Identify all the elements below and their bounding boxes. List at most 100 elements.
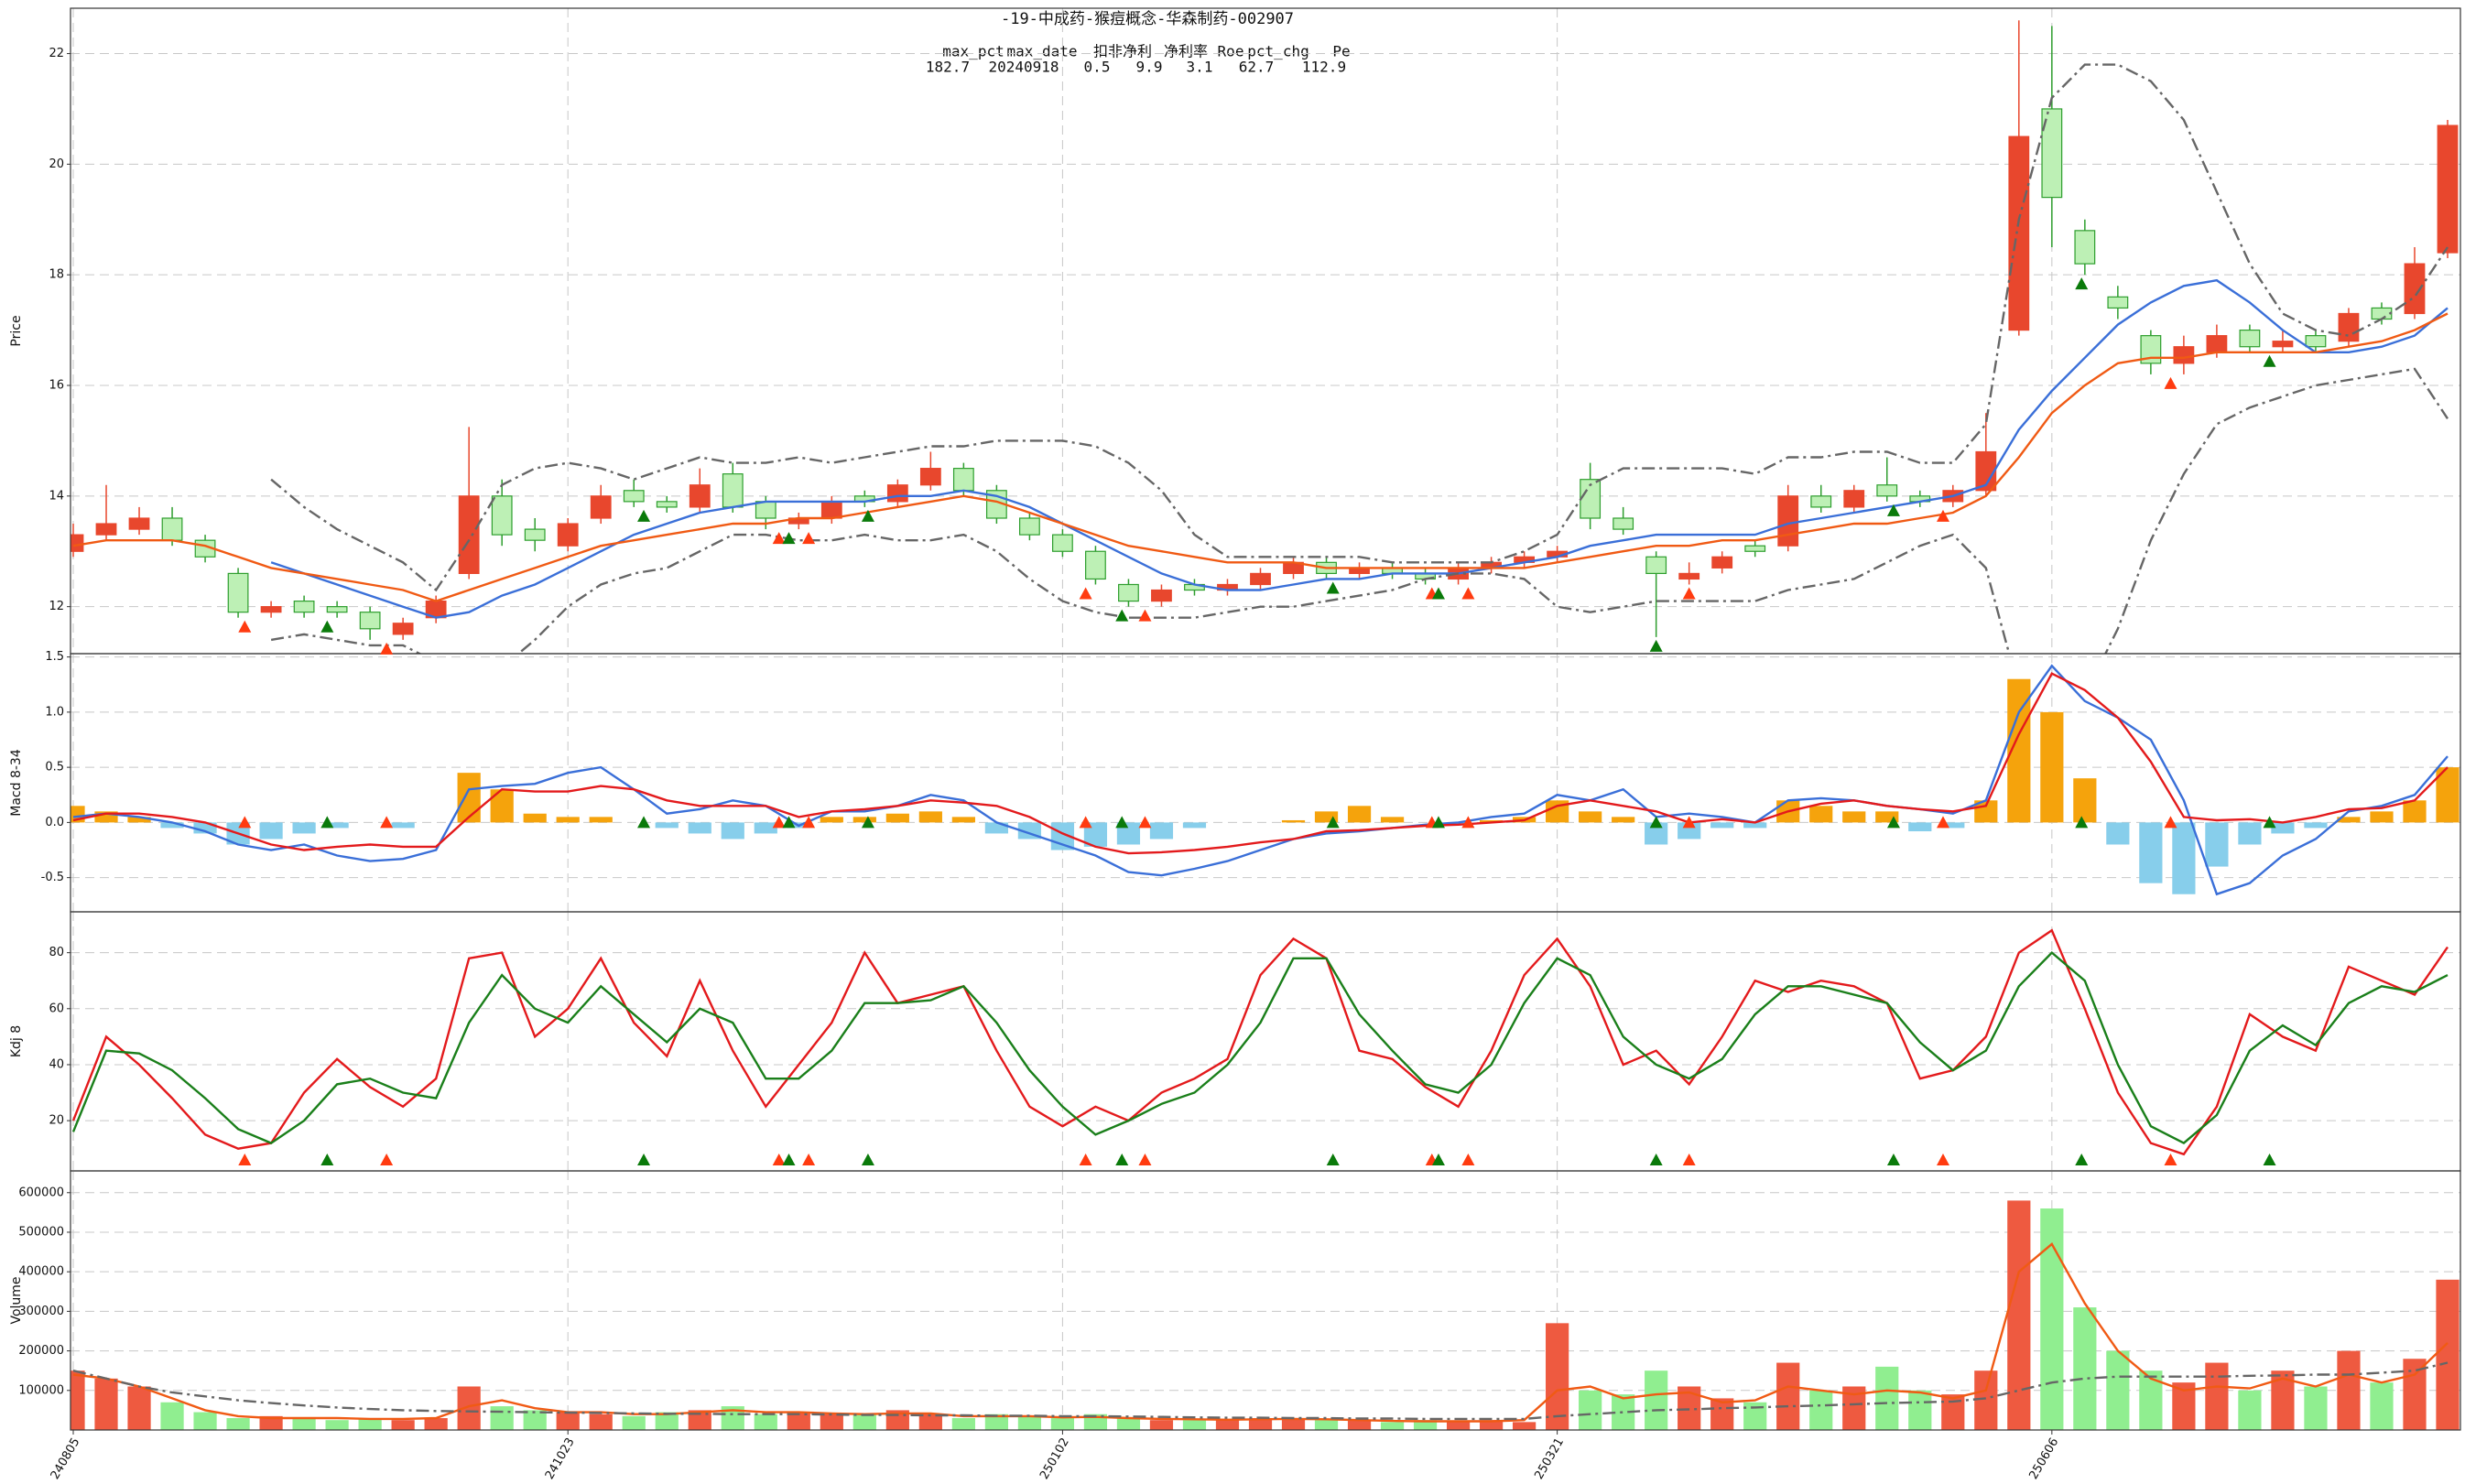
volume-bar (1149, 1420, 1174, 1430)
volume-bar (1875, 1366, 1899, 1430)
panel-frame (70, 653, 2461, 913)
macd-bar (1149, 822, 1174, 839)
macd-bar (1710, 822, 1734, 829)
panel-frame (70, 1170, 2461, 1431)
signal-marker (772, 532, 786, 545)
volume-bar (655, 1412, 679, 1430)
candle-body (2338, 312, 2360, 342)
signal-marker (2263, 1154, 2276, 1165)
x-tick-label: 250321 (1532, 1435, 1567, 1481)
candle-body (359, 612, 381, 630)
candle-body (2074, 230, 2096, 265)
volume-bar (2205, 1362, 2229, 1430)
volume-bar (1974, 1370, 1998, 1430)
macd-bar (589, 817, 613, 823)
macd-bar (325, 822, 349, 829)
signal-marker (802, 816, 816, 829)
candle-body (326, 606, 348, 613)
candle-body (392, 623, 414, 635)
candle-body (293, 601, 315, 613)
signal-marker (2164, 376, 2177, 389)
macd-bar (918, 811, 942, 823)
macd-bar (688, 822, 711, 834)
signal-marker (637, 1154, 651, 1165)
volume-bar (754, 1414, 777, 1430)
signal-marker (772, 816, 786, 829)
y-axis-label: Kdj 8 (9, 1025, 24, 1057)
header-value: 62.7 (1239, 59, 1275, 76)
volume-bar (127, 1386, 151, 1430)
candle-body (227, 572, 249, 613)
signal-marker (380, 1154, 394, 1165)
macd-bar (523, 813, 547, 823)
signal-marker (320, 620, 334, 633)
macd-bar (2205, 822, 2229, 867)
volume-bar (2238, 1390, 2262, 1430)
signal-marker (1649, 1154, 1663, 1165)
volume-bar (2040, 1208, 2064, 1430)
volume-bar (1479, 1420, 1504, 1430)
macd-bar (1678, 822, 1701, 839)
signal-marker (1682, 587, 1696, 600)
macd-bar (391, 822, 415, 829)
macd-bar (1743, 822, 1767, 829)
signal-marker (1115, 816, 1129, 829)
candle-body (590, 495, 612, 519)
panel-frame (70, 911, 2461, 1172)
candle-body (524, 528, 546, 541)
header-value: 0.5 (1084, 59, 1111, 76)
candle-body (1151, 589, 1172, 602)
series-line (72, 664, 2449, 896)
header-field: pct_chg (1247, 43, 1309, 60)
volume-bar (1050, 1418, 1075, 1430)
volume-bar (2304, 1386, 2328, 1430)
macd-bar (259, 822, 283, 839)
y-tick-label: 22 (49, 47, 64, 60)
y-tick-label: 400000 (18, 1265, 64, 1279)
signal-marker (320, 1154, 334, 1165)
candle-body (1052, 534, 1073, 552)
y-tick-label: 1.0 (45, 705, 64, 719)
x-tick-label: 240805 (49, 1435, 83, 1481)
series-line (72, 1361, 2449, 1421)
x-tick-label: 241023 (543, 1435, 578, 1481)
signal-marker (2263, 354, 2276, 367)
candle-body (1777, 495, 1799, 547)
signal-marker (782, 532, 796, 545)
candle-body (1744, 545, 1766, 552)
volume-bar (1809, 1390, 1833, 1430)
macd-bar (2139, 822, 2163, 883)
volume-bar (1546, 1323, 1569, 1430)
volume-bar (2073, 1307, 2097, 1430)
header-field: Pe (1332, 43, 1350, 60)
signal-marker (320, 816, 334, 829)
candle-body (128, 517, 150, 530)
macd-bar (1347, 806, 1372, 823)
header-field: max_date (1006, 43, 1077, 60)
macd-bar (885, 813, 909, 823)
candle-body (2206, 335, 2228, 353)
volume-bar (2337, 1350, 2361, 1430)
candle-body (820, 501, 842, 519)
signal-marker (1079, 587, 1092, 600)
candle-body (1250, 572, 1271, 586)
header-value: 112.9 (1302, 59, 1346, 76)
macd-plot (71, 654, 2460, 912)
signal-marker (2263, 816, 2276, 829)
volume-bar (787, 1412, 810, 1430)
candle-body (886, 484, 908, 503)
macd-bar (1612, 817, 1635, 823)
macd-bar (2040, 711, 2064, 823)
candle-body (1843, 490, 1865, 508)
signal-marker (1682, 816, 1696, 829)
volume-bar (523, 1410, 547, 1430)
y-tick-label: 18 (49, 268, 64, 282)
candle-body (491, 495, 513, 536)
macd-bar (754, 822, 777, 834)
macd-bar (1380, 817, 1405, 823)
volume-bar (2436, 1279, 2460, 1430)
macd-bar (2370, 811, 2394, 823)
y-tick-label: 20 (49, 1114, 64, 1128)
candle-body (260, 606, 282, 613)
